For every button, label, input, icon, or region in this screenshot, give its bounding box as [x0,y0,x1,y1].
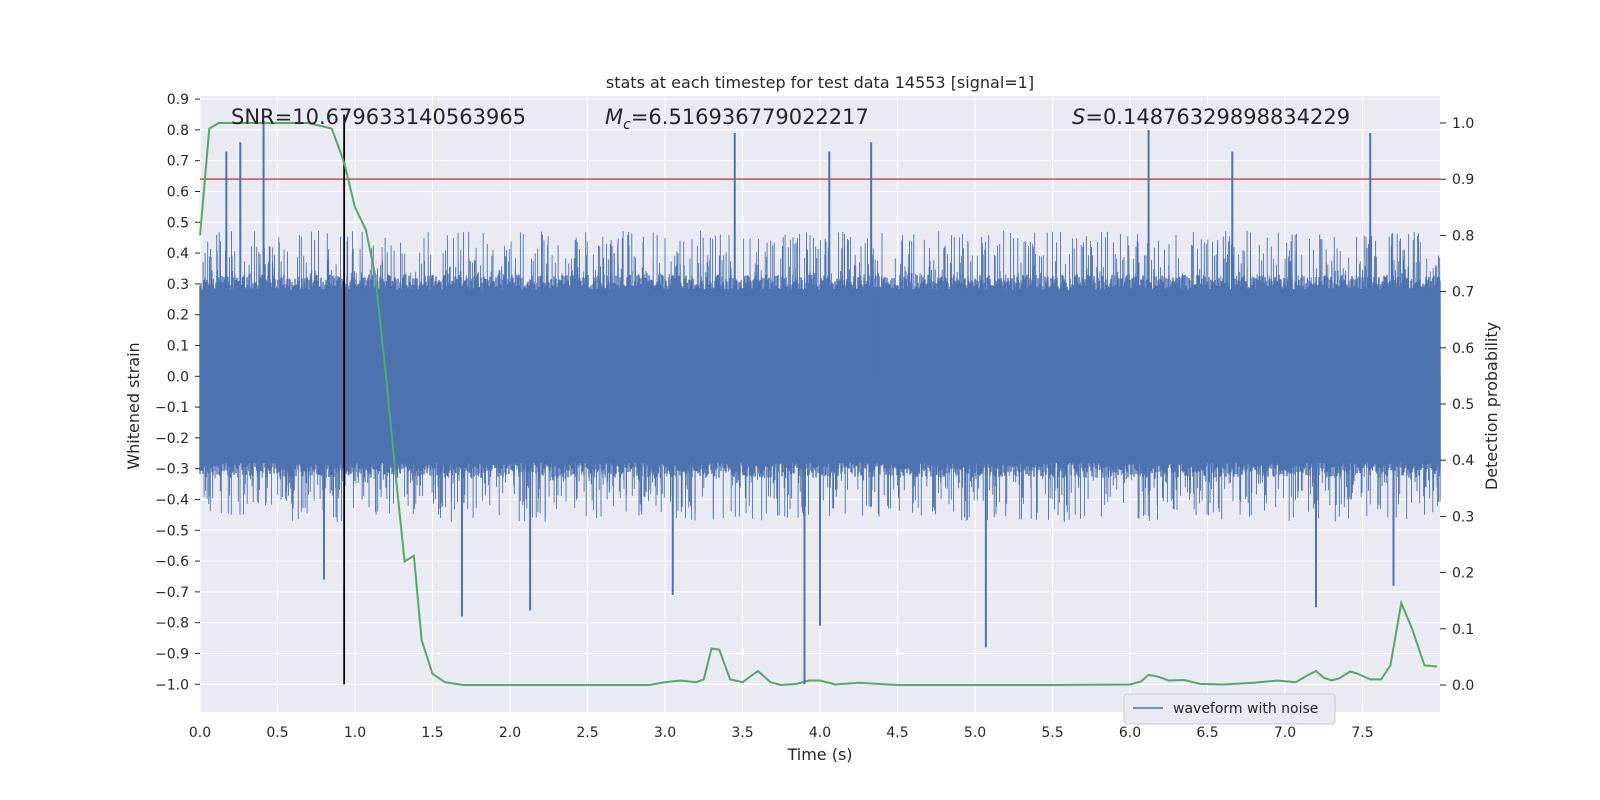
y-left-tick-label-1: 0.8 [167,123,189,139]
s-symbol: S [1072,105,1085,129]
y-left-tick-label-14: −0.5 [155,523,189,539]
y-left-tick-label-18: −0.9 [155,646,189,662]
x-tick-label-15: 7.5 [1351,725,1373,741]
x-tick-label-1: 0.5 [266,725,288,741]
x-tick-label-12: 6.0 [1119,725,1141,741]
y-right-axis-label: Detection probability [1482,322,1501,490]
x-axis-ticks: 0.0 0.5 1.0 1.5 2.0 2.5 3.0 3.5 4.0 4.5 5.0 5.5 6.0 6… [189,725,1374,741]
x-tick-label-7: 3.5 [731,725,753,741]
y-left-tick-label-11: −0.2 [155,431,189,447]
x-tick-label-10: 5.0 [964,725,986,741]
y-left-tick-label-10: −0.1 [155,400,189,416]
x-tick-label-14: 7.0 [1274,725,1296,741]
y-left-tick-label-3: 0.6 [167,184,189,200]
waveform-series [199,230,1441,522]
y-left-tick-label-12: −0.3 [155,462,189,478]
detection-probability-line [199,122,1437,687]
y-left-tick-label-2: 0.7 [167,154,189,170]
x-tick-label-9: 4.5 [886,725,908,741]
chirp-mass-annotation: Mc=6.516936779022217 [605,105,869,133]
x-tick-label-2: 1.0 [344,725,366,741]
y-left-tick-label-7: 0.2 [167,308,189,324]
s-annotation: S=0.14876329898834229 [1072,105,1350,129]
y-left-tick-label-4: 0.5 [167,215,189,231]
y-right-tick-label-0: 0.0 [1452,678,1474,694]
chirp-mass-value: =6.516936779022217 [631,105,869,129]
x-tick-label-8: 4.0 [809,725,831,741]
y-right-tick-label-8: 0.8 [1452,228,1474,244]
y-right-tick-label-10: 1.0 [1452,116,1474,132]
y-right-tick-label-5: 0.5 [1452,397,1474,413]
x-tick-label-5: 2.5 [576,725,598,741]
y-left-tick-label-6: 0.3 [167,277,189,293]
chirp-mass-symbol: M [605,105,623,129]
s-value: =0.14876329898834229 [1085,105,1350,129]
x-tick-label-3: 1.5 [421,725,443,741]
y-right-tick-label-1: 0.1 [1452,622,1474,638]
x-tick-label-0: 0.0 [189,725,211,741]
x-tick-label-11: 5.5 [1041,725,1063,741]
x-tick-label-4: 2.0 [499,725,521,741]
y-left-tick-label-9: 0.0 [167,369,189,385]
y-right-tick-label-7: 0.7 [1452,285,1474,301]
waveform-peaks [225,120,1395,685]
y-left-axis-label: Whitened strain [124,342,143,469]
legend-box [1123,693,1336,725]
y-right-tick-label-2: 0.2 [1452,566,1474,582]
x-tick-label-6: 3.0 [654,725,676,741]
y-left-tick-label-16: −0.7 [155,585,189,601]
y-right-tick-label-6: 0.6 [1452,341,1474,357]
legend: waveform with noise [1123,693,1336,725]
y-left-tick-label-8: 0.1 [167,338,189,354]
legend-label: waveform with noise [1173,701,1318,717]
chirp-mass-subscript: c [623,117,631,133]
y-left-tick-label-5: 0.4 [167,246,189,262]
y-right-tick-label-3: 0.3 [1452,509,1474,525]
y-left-tick-label-13: −0.4 [155,492,189,508]
waveform-spikes [199,230,1441,522]
x-axis-label: Time (s) [786,745,852,764]
y-right-axis-ticks: 0.0 0.1 0.2 0.3 0.4 0.5 0.6 0.7 0.8 0.9 1.0 [1440,116,1474,694]
y-left-axis-ticks: 0.9 0.8 0.7 0.6 0.5 0.4 0.3 0.2 0.1 0.0 −0.1 −0.2 −0… [155,92,200,693]
y-right-tick-label-9: 0.9 [1452,172,1474,188]
y-left-tick-label-19: −1.0 [155,677,189,693]
y-left-tick-label-15: −0.6 [155,554,189,570]
y-left-tick-label-17: −0.8 [155,616,189,632]
x-tick-label-13: 6.5 [1196,725,1218,741]
snr-annotation: SNR=10.679633140563965 [231,105,526,129]
chart-title: stats at each timestep for test data 145… [606,73,1034,92]
y-right-tick-label-4: 0.4 [1452,453,1474,469]
y-left-tick-label-0: 0.9 [167,92,189,108]
